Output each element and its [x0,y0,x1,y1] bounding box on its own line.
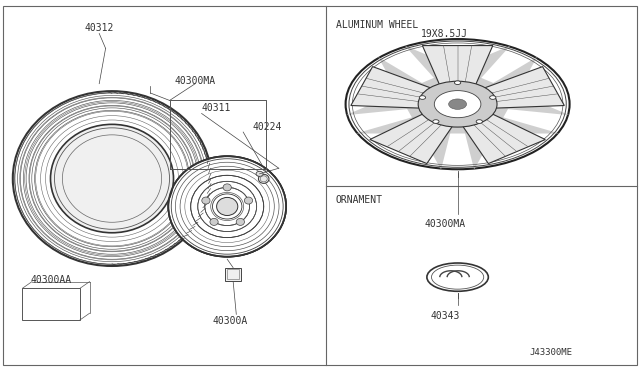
Polygon shape [404,46,570,115]
Polygon shape [351,67,445,109]
Ellipse shape [13,91,211,266]
Text: 40311: 40311 [202,103,231,113]
Bar [227,269,239,279]
Ellipse shape [216,198,238,215]
Ellipse shape [259,174,269,183]
Circle shape [490,96,496,99]
Polygon shape [370,108,458,164]
Ellipse shape [168,156,286,257]
Text: 19X8.5JJ: 19X8.5JJ [421,29,468,39]
Ellipse shape [168,156,286,257]
Text: 40343: 40343 [430,311,460,321]
Ellipse shape [244,197,253,204]
Text: 40300A: 40300A [212,316,248,326]
Polygon shape [458,57,537,170]
Ellipse shape [210,218,218,225]
Polygon shape [470,67,564,109]
Ellipse shape [427,263,488,291]
Polygon shape [422,46,493,94]
Circle shape [449,99,467,109]
Ellipse shape [223,184,231,191]
Circle shape [346,39,570,169]
Text: 40300AA: 40300AA [31,275,72,285]
Text: 40312: 40312 [84,23,114,33]
Text: 40300MA: 40300MA [424,219,465,230]
Text: 40224: 40224 [253,122,282,132]
Circle shape [419,96,426,99]
Text: 40300MA: 40300MA [175,76,216,86]
Circle shape [435,91,481,118]
Text: ORNAMENT: ORNAMENT [336,195,383,205]
Ellipse shape [51,124,173,233]
Polygon shape [457,108,545,164]
Circle shape [454,81,461,84]
Polygon shape [356,104,559,134]
Ellipse shape [202,197,210,204]
Text: ALUMINUM WHEEL: ALUMINUM WHEEL [336,20,419,31]
Bar [22,288,80,320]
Ellipse shape [256,171,263,176]
Ellipse shape [236,218,244,225]
Circle shape [433,120,439,124]
Polygon shape [346,46,511,115]
Bar [225,267,241,281]
Circle shape [476,120,483,124]
Polygon shape [378,57,458,170]
Text: J43300ME: J43300ME [530,348,573,357]
Circle shape [418,81,497,127]
